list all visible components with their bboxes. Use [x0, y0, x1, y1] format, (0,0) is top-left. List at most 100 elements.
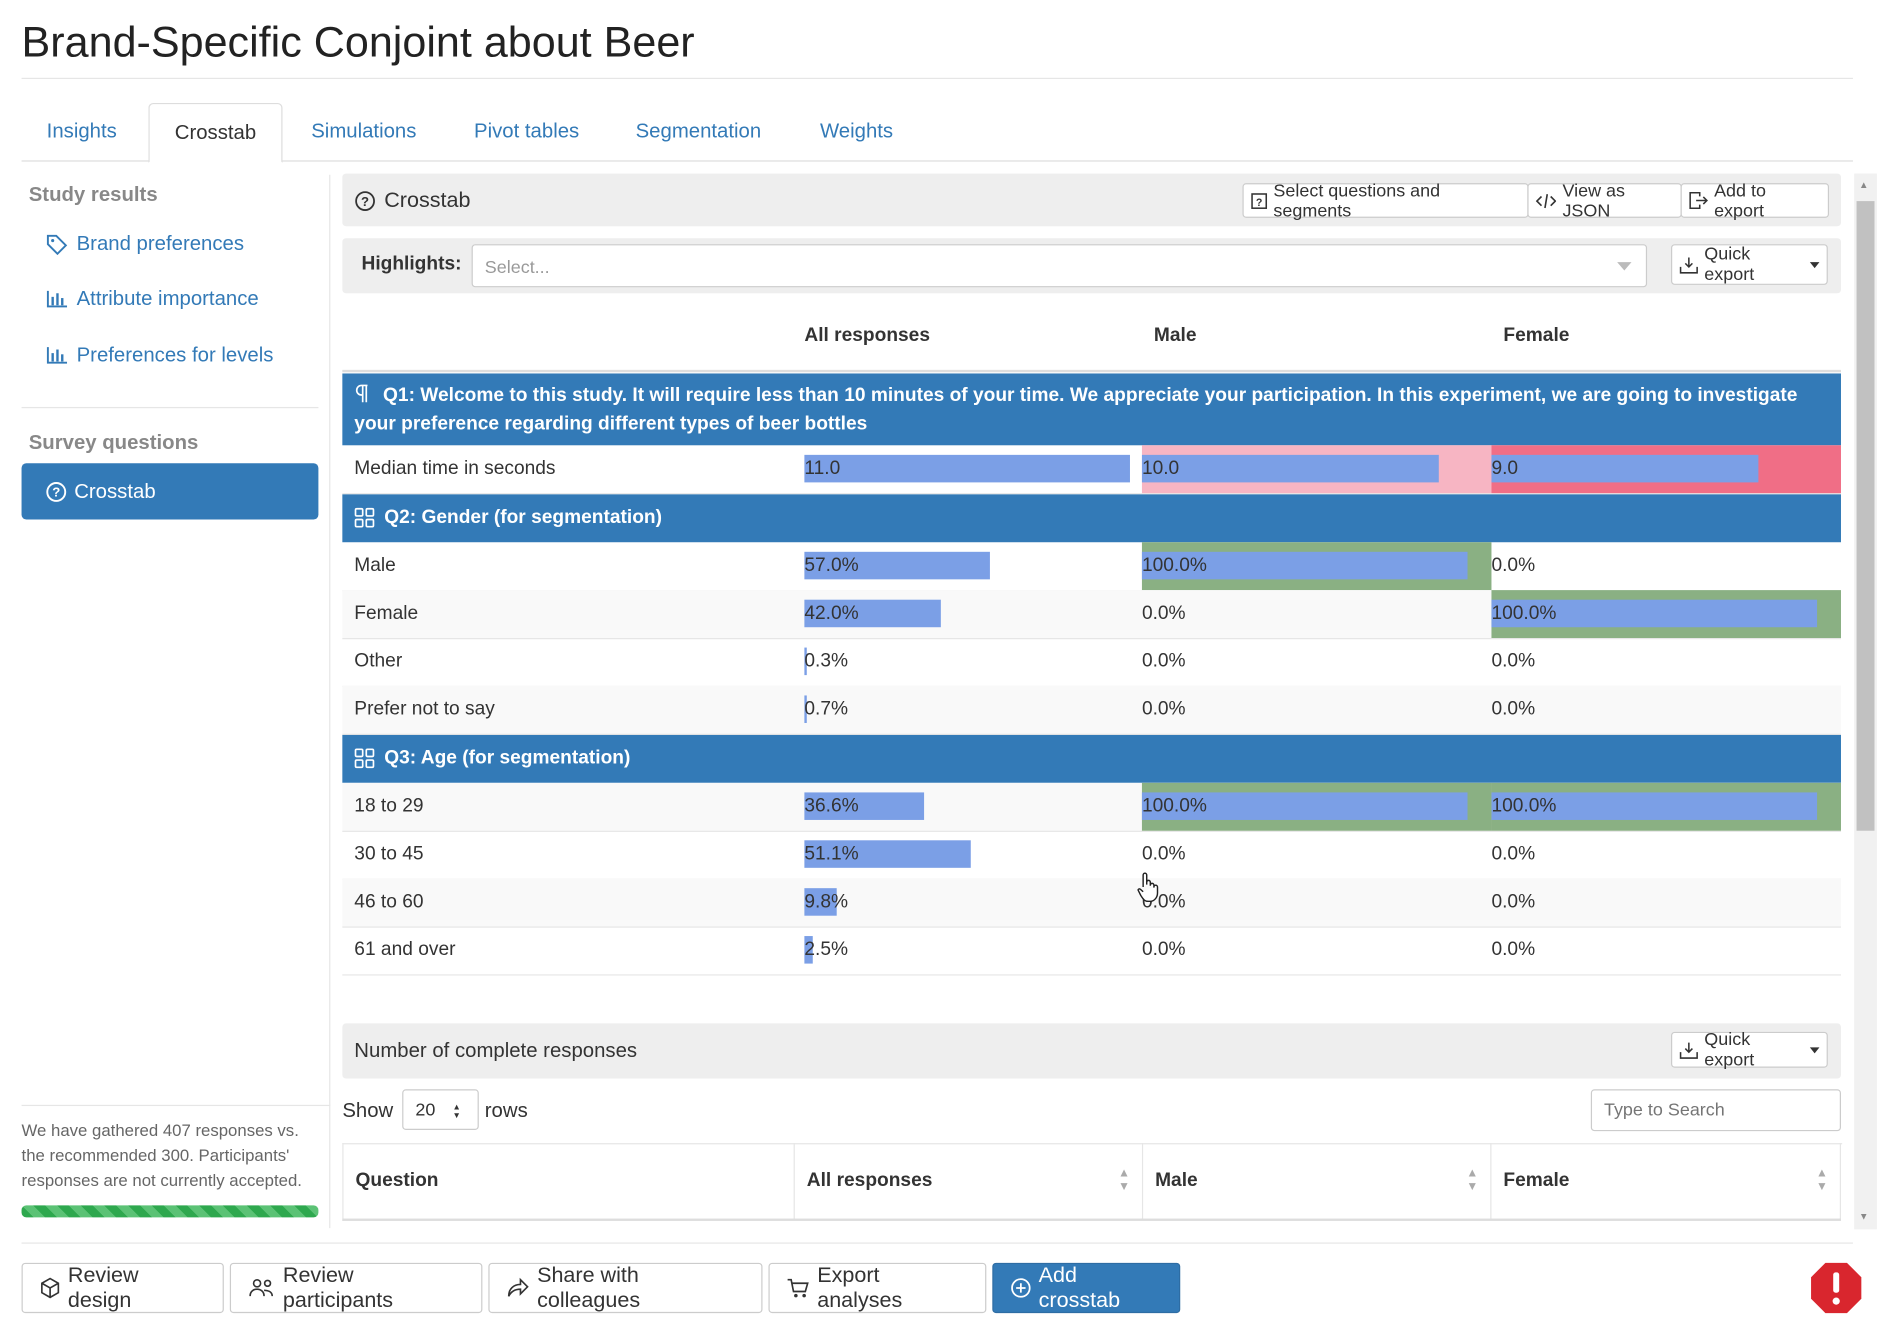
header-label: Female: [1503, 1170, 1570, 1192]
export-analyses-button[interactable]: Export analyses: [768, 1262, 987, 1314]
table-header-question[interactable]: Question: [344, 1143, 795, 1220]
cell-value: 9.8%: [804, 891, 849, 913]
header-label: Male: [1155, 1170, 1198, 1192]
value-cell: 0.0%: [1491, 542, 1841, 590]
table-row: Median time in seconds 11.0 10.0 9.0: [342, 445, 1841, 495]
question-circle-icon: ?: [355, 190, 375, 211]
tab-pivot-tables[interactable]: Pivot tables: [474, 119, 580, 143]
sidebar-item-brand-preferences[interactable]: Brand preferences: [45, 232, 244, 256]
value-cell: 0.0%: [1142, 686, 1492, 734]
value-cell: 0.0%: [1142, 831, 1492, 879]
table-header-female[interactable]: Female ▲ ▼: [1491, 1143, 1841, 1220]
table-header-divider: [342, 1218, 1841, 1221]
svg-text:?: ?: [361, 193, 369, 208]
add-crosstab-button[interactable]: Add crosstab: [992, 1262, 1181, 1314]
value-cell: 0.0%: [1142, 926, 1492, 974]
quick-export-button-2[interactable]: Quick export: [1671, 1029, 1828, 1071]
survey-questions-heading: Survey questions: [28, 430, 199, 454]
value-cell: 11.0: [804, 445, 1154, 493]
export-icon: [1689, 191, 1708, 210]
value-cell: 100.0%: [1491, 782, 1841, 831]
sort-icon: ▲ ▼: [1118, 1167, 1130, 1194]
rows-label: rows: [484, 1098, 528, 1122]
export-analyses-label: Export analyses: [817, 1262, 903, 1312]
value-cell: 100.0%: [1141, 542, 1492, 591]
tab-simulations[interactable]: Simulations: [311, 119, 417, 143]
question-title: Q3: Age (for segmentation): [384, 748, 631, 769]
column-header-all: All responses: [804, 325, 930, 346]
select-questions-label: Select questions and segments: [1273, 180, 1441, 221]
review-design-button[interactable]: Review design: [21, 1262, 224, 1314]
bar-chart-icon: [46, 290, 68, 308]
search-input[interactable]: [1590, 1089, 1841, 1132]
cell-value: 42.0%: [804, 603, 859, 624]
quick-export-label: Quick export: [1704, 1029, 1755, 1071]
value-cell: 0.0%: [1142, 879, 1492, 927]
caret-down-icon: [1809, 1046, 1820, 1053]
sidebar-item-attribute-importance[interactable]: Attribute importance: [45, 287, 259, 311]
add-crosstab-label: Add crosstab: [1038, 1262, 1121, 1312]
highlights-select[interactable]: Select...: [471, 244, 1648, 288]
scroll-up-icon[interactable]: ▲: [1858, 179, 1869, 191]
tab-weights[interactable]: Weights: [819, 119, 894, 143]
cell-value: 0.0%: [1491, 651, 1536, 672]
value-cell: 9.8%: [804, 879, 1154, 927]
value-cell: 100.0%: [1491, 590, 1841, 639]
scroll-down-icon[interactable]: ▼: [1858, 1211, 1869, 1223]
tags-icon: [46, 234, 68, 255]
row-label: 18 to 29: [354, 796, 424, 817]
alert-badge[interactable]: [1810, 1262, 1863, 1315]
quick-export-button[interactable]: Quick export: [1671, 244, 1828, 285]
review-participants-button[interactable]: Review participants: [229, 1262, 483, 1314]
table-row: 18 to 29 36.6% 100.0% 100.0%: [342, 782, 1841, 832]
sidebar-item-label: Crosstab: [74, 479, 156, 503]
add-to-export-button[interactable]: Add to export: [1680, 180, 1830, 221]
question-circle-icon: ?: [46, 481, 67, 502]
row-label: Male: [354, 555, 396, 576]
column-header-female: Female: [1503, 325, 1570, 346]
plus-circle-icon: [1011, 1278, 1031, 1298]
share-label: Share with colleagues: [537, 1262, 641, 1312]
cell-value: 0.0%: [1141, 651, 1186, 672]
content-divider: [329, 174, 331, 1229]
value-cell: 9.0: [1491, 445, 1841, 494]
column-header-male: Male: [1153, 325, 1197, 346]
hand-cursor-icon: [1137, 872, 1159, 903]
sort-icon: ▲ ▼: [1815, 1167, 1828, 1194]
table-row: Prefer not to say 0.7% 0.0% 0.0%: [342, 685, 1841, 735]
rows-per-page-value: 20: [415, 1100, 436, 1121]
cell-value: 11.0: [804, 458, 841, 479]
value-bar: [804, 840, 971, 868]
value-bar: [804, 936, 813, 964]
rows-per-page-select[interactable]: 20 ▲ ▼: [402, 1089, 479, 1130]
value-cell: 51.1%: [804, 831, 1154, 879]
cell-value: 0.0%: [1491, 843, 1536, 865]
page-title: Brand-Specific Conjoint about Beer: [21, 16, 695, 66]
sidebar-item-crosstab[interactable]: ? Crosstab: [21, 463, 319, 520]
tab-insights[interactable]: Insights: [46, 119, 117, 143]
table-row: 46 to 60 9.8% 0.0% 0.0%: [342, 878, 1841, 928]
table-row: 30 to 45 51.1% 0.0% 0.0%: [342, 831, 1841, 880]
value-cell: 0.0%: [1142, 638, 1492, 686]
value-bar: [804, 888, 837, 916]
table-header-all[interactable]: All responses ▲ ▼: [795, 1143, 1144, 1220]
tab-crosstab[interactable]: Crosstab: [148, 102, 283, 163]
svg-text:?: ?: [52, 484, 60, 499]
quick-export-label: Quick export: [1704, 244, 1755, 285]
share-button[interactable]: Share with colleagues: [488, 1262, 763, 1314]
value-cell: 0.3%: [804, 638, 1154, 686]
tab-segmentation[interactable]: Segmentation: [635, 119, 762, 143]
table-header-male[interactable]: Male ▲ ▼: [1143, 1143, 1492, 1220]
review-participants-label: Review participants: [282, 1262, 394, 1312]
download-tray-icon: [1679, 1042, 1698, 1059]
value-bar: [804, 551, 990, 580]
code-icon: [1535, 193, 1557, 208]
scrollbar-thumb[interactable]: [1856, 201, 1875, 831]
view-json-button[interactable]: View as JSON: [1527, 180, 1682, 221]
select-questions-button[interactable]: ? Select questions and segments: [1242, 180, 1529, 221]
sidebar-item-preferences-for-levels[interactable]: Preferences for levels: [45, 344, 273, 368]
highlights-label: Highlights:: [361, 253, 462, 275]
value-cell: 0.0%: [1491, 638, 1841, 686]
study-results-heading: Study results: [28, 183, 158, 206]
cube-icon: [41, 1277, 60, 1299]
